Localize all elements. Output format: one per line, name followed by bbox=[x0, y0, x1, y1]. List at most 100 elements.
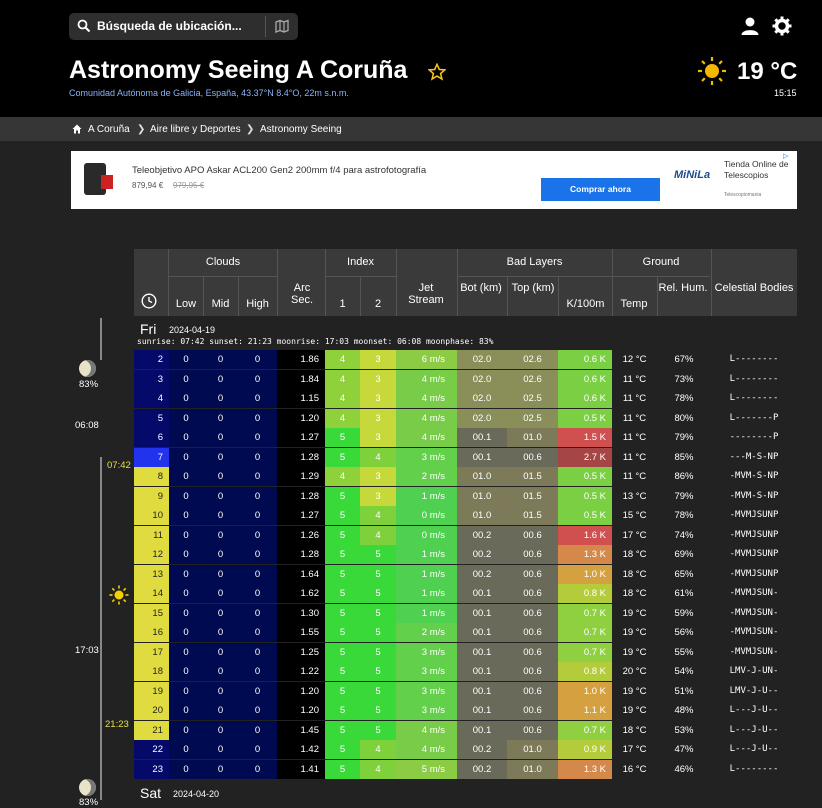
arc-sec-cell: 1.22 bbox=[277, 662, 325, 681]
arc-sec-cell: 1.28 bbox=[277, 545, 325, 564]
hour-cell: 4 bbox=[134, 389, 169, 408]
humidity-cell: 46% bbox=[657, 759, 711, 779]
index2-cell: 5 bbox=[360, 584, 396, 603]
k100m-cell: 1.0 K bbox=[558, 681, 612, 701]
bad-layer-bot-cell: 00.1 bbox=[457, 701, 507, 720]
header-index: Index bbox=[347, 256, 374, 268]
astro-summary: sunrise: 07:42 sunset: 21:23 moonrise: 1… bbox=[137, 337, 494, 346]
cloud-high-cell: 0 bbox=[238, 389, 277, 408]
k100m-cell: 0.9 K bbox=[558, 740, 612, 759]
cloud-low-cell: 0 bbox=[169, 681, 203, 701]
divider bbox=[457, 276, 612, 277]
bad-layer-top-cell: 02.6 bbox=[507, 369, 558, 389]
arc-sec-cell: 1.55 bbox=[277, 623, 325, 642]
index2-cell: 3 bbox=[360, 428, 396, 447]
arc-sec-cell: 1.29 bbox=[277, 467, 325, 486]
location-search[interactable]: Búsqueda de ubicación... bbox=[69, 13, 298, 40]
ad-store-name[interactable]: Tienda Online de Telescopios bbox=[724, 159, 789, 180]
buy-now-button[interactable]: Comprar ahora bbox=[541, 178, 660, 201]
ground-temp-cell: 17 °C bbox=[612, 525, 657, 545]
jet-stream-cell: 4 m/s bbox=[396, 408, 457, 428]
cloud-low-cell: 0 bbox=[169, 369, 203, 389]
k100m-cell: 0.7 K bbox=[558, 642, 612, 662]
bad-layer-bot-cell: 02.0 bbox=[457, 369, 507, 389]
breadcrumb: A Coruña ❯ Aire libre y Deportes ❯ Astro… bbox=[0, 117, 822, 141]
map-icon[interactable] bbox=[275, 19, 289, 33]
arc-sec-cell: 1.41 bbox=[277, 759, 325, 779]
cloud-mid-cell: 0 bbox=[203, 740, 238, 759]
jet-stream-cell: 4 m/s bbox=[396, 720, 457, 740]
hour-cell: 15 bbox=[134, 603, 169, 623]
forecast-row: 23 0 0 0 1.41 5 4 5 m/s 00.2 01.0 1.3 K 16 °C 46% L--… bbox=[134, 759, 797, 779]
user-icon[interactable] bbox=[740, 16, 760, 36]
header-arc-sec: Arc Sec. bbox=[290, 282, 313, 306]
index2-cell: 5 bbox=[360, 701, 396, 720]
cloud-mid-cell: 0 bbox=[203, 486, 238, 506]
divider bbox=[396, 249, 397, 316]
bad-layer-top-cell: 00.6 bbox=[507, 623, 558, 642]
sunset-time: 21:23 bbox=[105, 719, 129, 730]
bad-layer-bot-cell: 00.1 bbox=[457, 584, 507, 603]
hour-cell: 13 bbox=[134, 564, 169, 584]
arc-sec-cell: 1.30 bbox=[277, 603, 325, 623]
bad-layer-bot-cell: 00.2 bbox=[457, 740, 507, 759]
bad-layer-bot-cell: 00.2 bbox=[457, 564, 507, 584]
cloud-high-cell: 0 bbox=[238, 525, 277, 545]
arc-sec-cell: 1.42 bbox=[277, 740, 325, 759]
bad-layer-top-cell: 01.5 bbox=[507, 467, 558, 486]
jet-stream-cell: 3 m/s bbox=[396, 642, 457, 662]
ground-temp-cell: 18 °C bbox=[612, 720, 657, 740]
cloud-high-cell: 0 bbox=[238, 369, 277, 389]
celestial-cell: -MVMJSUNP bbox=[711, 564, 797, 584]
home-icon[interactable] bbox=[72, 124, 82, 134]
celestial-cell: L-------- bbox=[711, 369, 797, 389]
jet-stream-cell: 4 m/s bbox=[396, 740, 457, 759]
hour-cell: 14 bbox=[134, 584, 169, 603]
bad-layer-top-cell: 01.0 bbox=[507, 428, 558, 447]
cloud-high-cell: 0 bbox=[238, 720, 277, 740]
search-input[interactable]: Búsqueda de ubicación... bbox=[97, 19, 242, 33]
divider bbox=[507, 276, 508, 316]
breadcrumb-link-city[interactable]: A Coruña bbox=[88, 124, 130, 135]
index1-cell: 5 bbox=[325, 525, 360, 545]
humidity-cell: 55% bbox=[657, 642, 711, 662]
bad-layer-top-cell: 00.6 bbox=[507, 662, 558, 681]
cloud-low-cell: 0 bbox=[169, 759, 203, 779]
header-index-2: 2 bbox=[374, 298, 382, 310]
sun-icon bbox=[109, 585, 129, 605]
bad-layer-bot-cell: 00.1 bbox=[457, 623, 507, 642]
breadcrumb-link-outdoor[interactable]: Aire libre y Deportes bbox=[150, 124, 241, 135]
favorite-star-icon[interactable] bbox=[428, 63, 446, 81]
celestial-cell: -MVMJSUN- bbox=[711, 642, 797, 662]
forecast-row: 16 0 0 0 1.55 5 5 2 m/s 00.1 00.6 0.7 K 19 °C 56% -MV… bbox=[134, 623, 797, 642]
gear-icon[interactable] bbox=[772, 16, 792, 36]
cloud-mid-cell: 0 bbox=[203, 623, 238, 642]
day-date: 2024-04-19 bbox=[169, 325, 216, 335]
cloud-mid-cell: 0 bbox=[203, 584, 238, 603]
forecast-row: 17 0 0 0 1.25 5 5 3 m/s 00.1 00.6 0.7 K 19 °C 55% -MV… bbox=[134, 642, 797, 662]
bad-layer-top-cell: 02.5 bbox=[507, 389, 558, 408]
arc-sec-cell: 1.20 bbox=[277, 701, 325, 720]
bad-layer-bot-cell: 00.1 bbox=[457, 662, 507, 681]
cloud-high-cell: 0 bbox=[238, 701, 277, 720]
cloud-low-cell: 0 bbox=[169, 389, 203, 408]
cloud-high-cell: 0 bbox=[238, 408, 277, 428]
cloud-low-cell: 0 bbox=[169, 447, 203, 467]
jet-stream-cell: 1 m/s bbox=[396, 564, 457, 584]
bad-layer-bot-cell: 00.1 bbox=[457, 681, 507, 701]
jet-stream-cell: 2 m/s bbox=[396, 623, 457, 642]
index2-cell: 3 bbox=[360, 486, 396, 506]
divider bbox=[612, 276, 710, 277]
cloud-mid-cell: 0 bbox=[203, 428, 238, 447]
arc-sec-cell: 1.84 bbox=[277, 369, 325, 389]
celestial-cell: -MVMJSUN- bbox=[711, 623, 797, 642]
advertisement-banner[interactable]: Teleobjetivo APO Askar ACL200 Gen2 200mm… bbox=[71, 151, 797, 209]
header-high: High bbox=[246, 298, 269, 310]
forecast-row: 8 0 0 0 1.29 4 3 2 m/s 01.0 01.5 0.5 K 11 °C 86% -MVM… bbox=[134, 467, 797, 486]
humidity-cell: 69% bbox=[657, 545, 711, 564]
k100m-cell: 1.1 K bbox=[558, 701, 612, 720]
ad-info-icon[interactable]: ▷ bbox=[783, 153, 789, 160]
ad-title[interactable]: Teleobjetivo APO Askar ACL200 Gen2 200mm… bbox=[132, 165, 427, 176]
cloud-low-cell: 0 bbox=[169, 662, 203, 681]
k100m-cell: 0.6 K bbox=[558, 389, 612, 408]
